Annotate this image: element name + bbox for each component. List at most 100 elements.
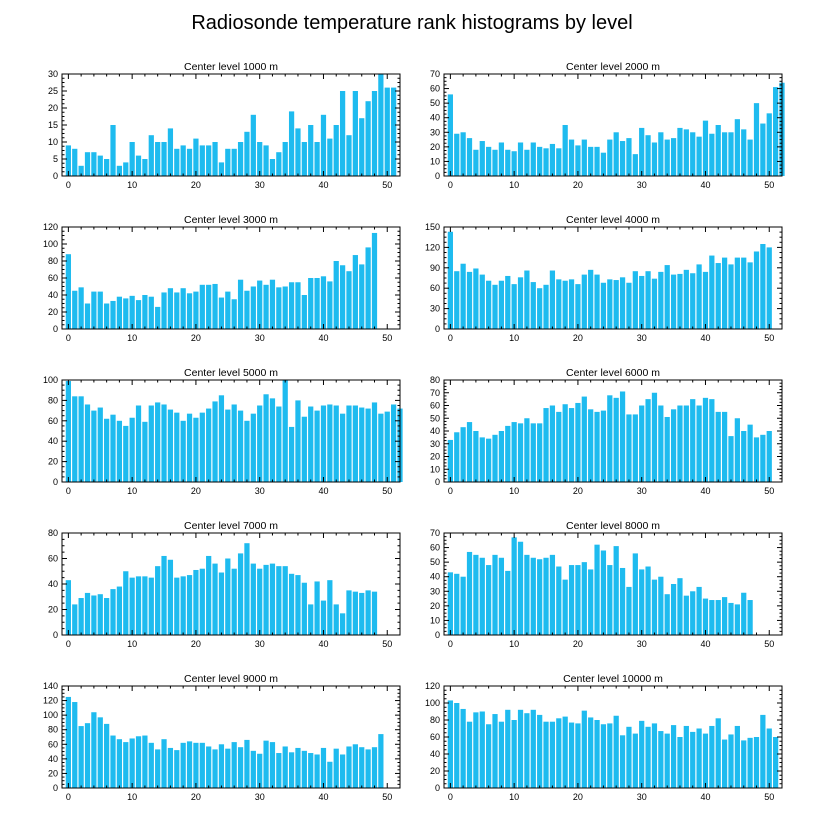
histogram-bar: [97, 291, 103, 329]
y-tick-label: 40: [430, 113, 440, 123]
x-tick-label: 30: [637, 639, 647, 649]
x-tick-label: 50: [382, 639, 392, 649]
x-tick-label: 20: [573, 486, 583, 496]
histogram-bar: [91, 712, 97, 788]
histogram-bar: [600, 550, 607, 635]
panel-title: Center level 6000 m: [566, 367, 660, 379]
histogram-bar: [728, 436, 734, 482]
histogram-bar: [320, 114, 327, 176]
histogram-bar: [84, 303, 91, 329]
histogram-bar: [600, 410, 607, 482]
panel-grid: Center level 1000 m 0 10 20 30 40 50 0 5 10 15 20 25…: [43, 61, 785, 802]
histogram-bar: [734, 119, 740, 176]
histogram-bar: [129, 142, 135, 176]
histogram-bar: [460, 576, 466, 635]
y-tick-label: 50: [430, 557, 440, 567]
histogram-bar: [530, 557, 536, 635]
y-tick-label: 120: [43, 696, 58, 706]
histogram-bar: [517, 423, 524, 482]
histogram-bar: [690, 731, 696, 788]
histogram-bar: [129, 577, 135, 636]
histogram-bar: [690, 273, 696, 329]
histogram-bar: [212, 401, 218, 482]
x-tick-label: 30: [255, 180, 265, 190]
histogram-bar: [110, 300, 116, 329]
histogram-bar: [180, 145, 186, 176]
histogram-bar: [702, 271, 709, 329]
histogram-bar: [110, 735, 116, 788]
y-tick-label: 0: [435, 630, 440, 640]
histogram-bar: [276, 287, 282, 329]
histogram-bar: [225, 558, 231, 635]
y-tick-label: 20: [48, 307, 58, 317]
histogram-bar: [626, 414, 632, 482]
x-tick-label: 10: [509, 486, 519, 496]
histogram-bar: [263, 740, 269, 788]
x-tick-label: 30: [637, 486, 647, 496]
histogram-bar: [556, 148, 562, 176]
histogram-bar: [658, 132, 664, 176]
histogram-bar: [466, 422, 473, 482]
histogram-bar: [282, 142, 288, 176]
histogram-bar: [231, 404, 237, 482]
histogram-bar: [104, 159, 110, 176]
histogram-bar: [65, 145, 71, 176]
histogram-bar: [308, 753, 314, 788]
histogram-bar: [517, 709, 524, 788]
histogram-bar: [447, 231, 453, 329]
histogram-bar: [244, 131, 250, 176]
histogram-bar: [568, 139, 575, 176]
histogram-bar: [575, 145, 581, 176]
histogram-bar: [174, 412, 180, 482]
histogram-bar: [447, 700, 453, 788]
histogram-bar: [269, 398, 276, 482]
histogram-bar: [537, 146, 543, 176]
histogram-bar: [626, 282, 632, 329]
histogram-bar: [670, 274, 677, 329]
histogram-bar: [632, 414, 638, 482]
histogram-bar: [148, 296, 154, 329]
histogram-bar: [391, 404, 397, 482]
histogram-bar: [773, 737, 779, 788]
histogram-bar: [619, 567, 626, 635]
y-tick-label: 0: [435, 783, 440, 793]
histogram-bar: [766, 728, 772, 788]
y-tick-label: 20: [430, 601, 440, 611]
histogram-bar: [104, 598, 110, 635]
y-tick-label: 0: [435, 171, 440, 181]
histogram-bar: [110, 589, 116, 635]
histogram-bar: [473, 431, 479, 482]
histogram-bar: [237, 553, 244, 635]
histogram-bar: [65, 381, 71, 482]
histogram-bar: [524, 713, 530, 788]
histogram-bar: [244, 420, 250, 482]
histogram-bar: [225, 148, 231, 176]
histogram-bar: [104, 418, 110, 482]
histogram-bar: [231, 148, 237, 176]
y-tick-label: 20: [430, 452, 440, 462]
histogram-bar: [549, 721, 556, 788]
histogram-bar: [734, 418, 740, 482]
y-tick-label: 50: [430, 413, 440, 423]
histogram-bar: [135, 405, 142, 482]
y-tick-label: 0: [435, 324, 440, 334]
histogram-bar: [683, 269, 689, 329]
histogram-bar: [295, 575, 301, 635]
x-tick-label: 0: [66, 792, 71, 802]
y-tick-label: 0: [435, 477, 440, 487]
histogram-bar: [167, 747, 174, 788]
histogram-bar: [250, 413, 256, 482]
histogram-bar: [65, 696, 71, 788]
histogram-bar: [339, 413, 346, 482]
histogram-bar: [186, 293, 193, 329]
histogram-bar: [97, 407, 103, 482]
histogram-bar: [498, 557, 505, 635]
histogram-bar: [715, 263, 721, 329]
y-tick-label: 100: [43, 375, 58, 385]
histogram-bar: [359, 747, 365, 788]
x-tick-label: 0: [448, 792, 453, 802]
histogram-bar: [359, 592, 365, 635]
x-tick-label: 20: [191, 333, 201, 343]
histogram-bar: [199, 568, 205, 635]
histogram-bar: [212, 563, 218, 635]
